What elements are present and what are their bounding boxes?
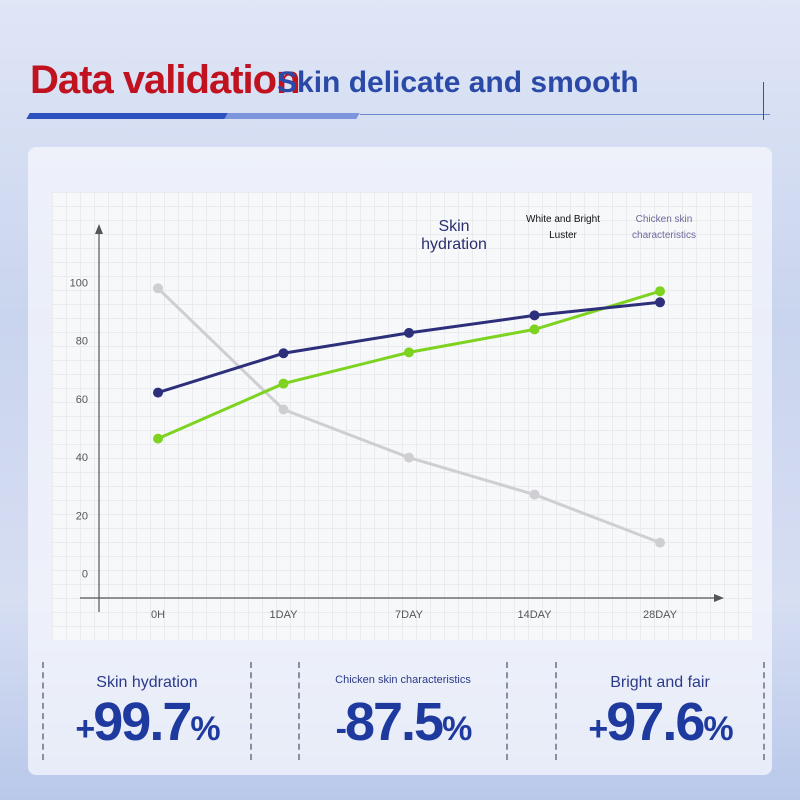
- stat-unit: %: [703, 710, 733, 748]
- data-point: [655, 297, 665, 308]
- stat-number: 99.7: [93, 692, 192, 752]
- data-point: [153, 433, 163, 444]
- stat-label: Skin hydration: [96, 674, 198, 691]
- plot-background: [52, 192, 752, 640]
- data-point: [404, 452, 414, 463]
- y-tick-label: 60: [76, 394, 88, 406]
- data-point: [529, 489, 540, 500]
- stat-value: +97.6%: [557, 692, 763, 759]
- legend-entry: Skin hydration: [421, 218, 487, 253]
- data-point: [655, 286, 665, 297]
- stat-number: 87.5: [344, 692, 444, 752]
- stat-number: 97.6: [606, 692, 705, 752]
- stat-unit: %: [442, 710, 472, 748]
- x-tick-label: 14DAY: [517, 609, 552, 621]
- data-point: [278, 404, 289, 415]
- data-point: [529, 324, 540, 335]
- y-tick-label: 20: [76, 510, 88, 522]
- x-tick-label: 0H: [151, 609, 165, 621]
- decor-tick: [763, 82, 764, 120]
- stat-card: Bright and fair +97.6%: [555, 662, 765, 760]
- data-point: [529, 310, 540, 321]
- y-tick-label: 100: [70, 277, 88, 289]
- y-tick-label: 80: [76, 336, 88, 348]
- stat-unit: %: [190, 710, 220, 748]
- x-arrow: [714, 594, 724, 602]
- subtitle: Skin delicate and smooth: [277, 66, 639, 99]
- y-tick-label: 40: [76, 452, 88, 464]
- stat-sign: -: [335, 710, 347, 748]
- stat-label: Bright and fair: [610, 674, 710, 691]
- stat-value: -87.5%: [300, 692, 506, 759]
- data-point: [404, 347, 414, 358]
- series-line: [156, 287, 661, 545]
- stat-label: Chicken skin characteristics: [335, 674, 471, 686]
- legend-entry: White and Bright Luster: [526, 214, 600, 241]
- x-tick-label: 28DAY: [643, 609, 678, 621]
- stat-card: Skin hydration +99.7%: [42, 662, 252, 760]
- title: Data validation: [30, 58, 301, 102]
- data-point: [404, 327, 414, 338]
- decor-line: [360, 114, 770, 115]
- x-tick-label: 7DAY: [395, 609, 424, 621]
- y-arrow: [95, 224, 103, 234]
- data-point: [655, 537, 665, 548]
- series-line: [157, 289, 661, 441]
- stat-value: +99.7%: [44, 692, 250, 759]
- data-point: [153, 283, 163, 294]
- stat-sign: +: [588, 710, 608, 748]
- data-point: [278, 378, 289, 389]
- data-point: [153, 387, 163, 398]
- y-tick-label: 0: [82, 569, 88, 581]
- x-tick-label: 1DAY: [270, 609, 299, 621]
- legend-entry: Chicken skin characteristics: [632, 214, 696, 241]
- stat-sign: +: [75, 710, 95, 748]
- data-point: [278, 348, 289, 359]
- stat-card: Chicken skin characteristics -87.5%: [298, 662, 508, 760]
